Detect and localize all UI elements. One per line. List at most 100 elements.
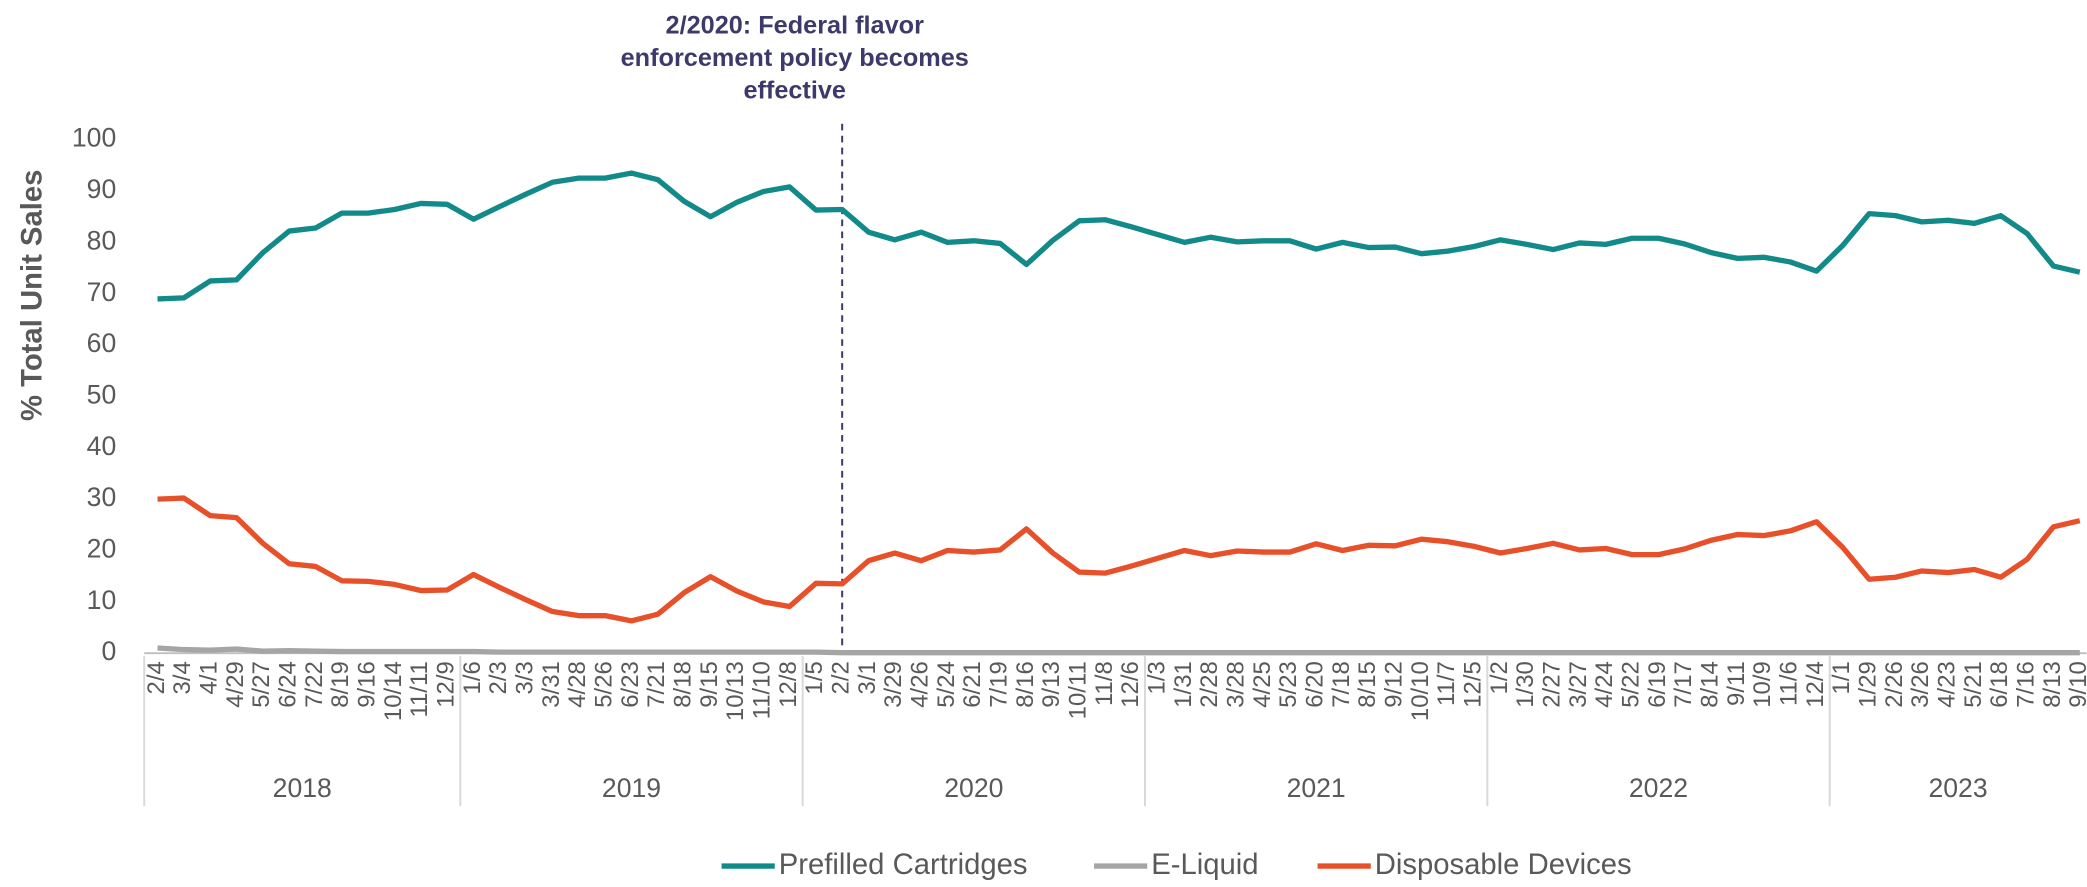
x-tick-label: 1/2 — [1486, 661, 1513, 694]
x-tick-label: 11/7 — [1433, 661, 1460, 706]
annotation-text: effective — [743, 76, 846, 104]
x-tick-label: 2/4 — [143, 661, 170, 694]
x-tick-label: 1/3 — [1143, 661, 1170, 694]
x-tick-label: 9/10 — [2065, 661, 2087, 708]
x-tick-label: 5/21 — [1960, 661, 1987, 708]
annotation-text: enforcement policy becomes — [621, 44, 969, 72]
x-tick-label: 7/21 — [643, 661, 670, 708]
y-axis-title: % Total Unit Sales — [17, 170, 49, 421]
x-tick-label: 7/17 — [1670, 661, 1697, 708]
x-tick-label: 3/27 — [1565, 661, 1592, 708]
x-tick-label: 6/19 — [1644, 661, 1671, 708]
x-tick-label: 12/6 — [1117, 661, 1144, 708]
x-tick-label: 9/11 — [1723, 661, 1750, 706]
x-group-label: 2018 — [273, 773, 332, 803]
x-tick-label: 2/2 — [827, 661, 854, 694]
x-tick-label: 10/14 — [380, 661, 407, 721]
series-line — [157, 170, 2081, 302]
x-tick-label: 1/1 — [1828, 661, 1855, 694]
x-tick-label: 12/5 — [1459, 661, 1486, 708]
x-tick-label: 3/31 — [538, 661, 565, 708]
x-tick-label: 7/22 — [301, 661, 328, 708]
x-tick-label: 4/25 — [1249, 661, 1276, 708]
x-tick-label: 6/18 — [1986, 661, 2013, 708]
x-tick-label: 10/10 — [1407, 661, 1434, 721]
x-tick-label: 3/29 — [880, 661, 907, 708]
y-tick-label: 70 — [87, 277, 117, 307]
x-tick-label: 1/29 — [1854, 661, 1881, 708]
x-group-label: 2022 — [1629, 773, 1688, 803]
x-tick-label: 4/28 — [564, 661, 591, 708]
x-tick-label: 3/1 — [854, 661, 881, 694]
y-tick-label: 50 — [87, 379, 117, 409]
series-line — [157, 645, 2080, 656]
x-group-label: 2021 — [1287, 773, 1346, 803]
x-tick-label: 11/8 — [1091, 661, 1118, 706]
x-tick-label: 10/9 — [1749, 661, 1776, 708]
x-tick-label: 4/1 — [196, 661, 223, 694]
x-tick-label: 8/13 — [2039, 661, 2066, 708]
x-tick-label: 3/3 — [511, 661, 538, 694]
y-tick-label: 60 — [87, 328, 117, 358]
x-tick-label: 10/13 — [722, 661, 749, 721]
x-tick-label: 5/24 — [933, 661, 960, 708]
x-tick-label: 6/21 — [959, 661, 986, 708]
x-tick-label: 8/15 — [1354, 661, 1381, 708]
x-group-label: 2020 — [944, 773, 1003, 803]
x-group-label: 2023 — [1928, 773, 1987, 803]
y-tick-label: 0 — [101, 636, 116, 666]
x-tick-label: 4/24 — [1591, 661, 1618, 708]
x-tick-label: 1/6 — [459, 661, 486, 694]
x-tick-label: 12/9 — [432, 661, 459, 708]
y-tick-label: 90 — [87, 174, 117, 204]
annotation-text: 2/2020: Federal flavor — [666, 11, 925, 39]
x-tick-label: 2/27 — [1538, 661, 1565, 708]
y-tick-label: 40 — [87, 431, 117, 461]
x-tick-label: 12/4 — [1802, 661, 1829, 708]
x-tick-label: 2/28 — [1196, 661, 1223, 708]
x-tick-label: 9/15 — [696, 661, 723, 708]
x-tick-label: 1/31 — [1170, 661, 1197, 708]
x-group-label: 2019 — [602, 773, 661, 803]
x-tick-label: 11/11 — [406, 661, 433, 717]
x-tick-label: 12/8 — [775, 661, 802, 708]
x-tick-label: 6/23 — [617, 661, 644, 708]
x-tick-label: 7/16 — [2012, 661, 2039, 708]
x-tick-label: 3/28 — [1222, 661, 1249, 708]
legend-label: Prefilled Cartridges — [779, 849, 1028, 881]
x-tick-label: 9/12 — [1380, 661, 1407, 708]
x-tick-label: 2/26 — [1881, 661, 1908, 708]
x-tick-label: 4/29 — [222, 661, 249, 708]
x-tick-label: 5/26 — [590, 661, 617, 708]
x-tick-label: 9/13 — [1038, 661, 1065, 708]
y-tick-label: 10 — [87, 585, 117, 615]
y-tick-label: 20 — [87, 534, 117, 564]
x-tick-label: 1/30 — [1512, 661, 1539, 708]
x-tick-label: 3/26 — [1907, 661, 1934, 708]
x-tick-label: 6/24 — [275, 661, 302, 708]
y-tick-label: 80 — [87, 225, 117, 255]
y-tick-label: 30 — [87, 482, 117, 512]
x-tick-label: 4/23 — [1933, 661, 1960, 708]
x-tick-label: 8/19 — [327, 661, 354, 708]
x-tick-label: 8/14 — [1696, 661, 1723, 708]
x-tick-label: 9/16 — [354, 661, 381, 708]
series-line — [157, 495, 2081, 624]
x-tick-label: 11/6 — [1775, 661, 1802, 706]
x-tick-label: 6/20 — [1301, 661, 1328, 708]
y-tick-label: 100 — [72, 123, 116, 153]
x-tick-label: 11/10 — [748, 661, 775, 719]
x-tick-label: 8/18 — [669, 661, 696, 708]
x-tick-label: 4/26 — [906, 661, 933, 708]
x-tick-label: 7/19 — [985, 661, 1012, 708]
x-tick-label: 3/4 — [169, 661, 196, 694]
x-tick-label: 5/22 — [1617, 661, 1644, 708]
x-tick-label: 10/11 — [1064, 661, 1091, 719]
legend-label: E-Liquid — [1151, 849, 1258, 881]
x-tick-label: 8/16 — [1012, 661, 1039, 708]
x-tick-label: 5/23 — [1275, 661, 1302, 708]
x-tick-label: 7/18 — [1328, 661, 1355, 708]
x-tick-label: 2/3 — [485, 661, 512, 694]
legend-label: Disposable Devices — [1375, 849, 1632, 881]
